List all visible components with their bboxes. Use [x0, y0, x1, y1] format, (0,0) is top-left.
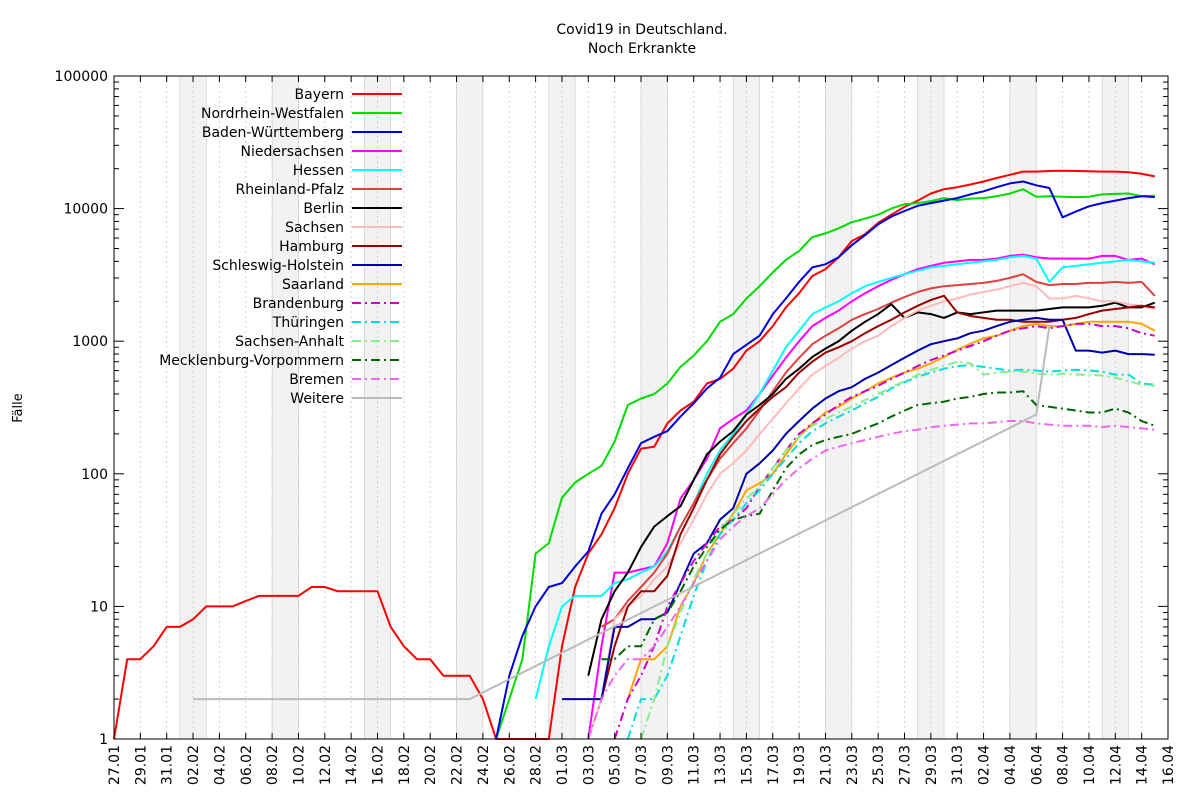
x-tick-label: 22.02 — [450, 745, 466, 785]
x-tick-label: 02.04 — [977, 745, 993, 785]
chart-title: Covid19 in Deutschland. — [556, 22, 727, 38]
weekend-band — [271, 75, 299, 740]
x-tick-label: 27.03 — [898, 745, 914, 785]
x-tick-label: 31.01 — [160, 745, 176, 785]
x-tick-label: 06.04 — [1029, 745, 1045, 785]
series-line-2 — [495, 180, 1155, 740]
x-tick-label: 10.02 — [291, 745, 307, 785]
x-tick-label: 31.03 — [950, 745, 966, 785]
series-line-7 — [587, 281, 1156, 740]
x-tick-label: 15.03 — [739, 745, 755, 785]
series-line-6 — [587, 301, 1156, 676]
x-tick-label: 16.02 — [371, 745, 387, 785]
x-tick-label: 16.04 — [1161, 745, 1177, 785]
legend-label: Bremen — [289, 372, 344, 388]
x-tick-label: 26.02 — [502, 745, 518, 785]
x-tick-label: 19.03 — [792, 745, 808, 785]
x-tick-label: 08.02 — [265, 745, 281, 785]
series-lines — [113, 169, 1156, 740]
weekend-band — [640, 75, 668, 740]
legend-label: Mecklenburg-Vorpommern — [159, 353, 344, 369]
legend-label: Hessen — [293, 163, 344, 179]
legend-label: Baden-Württemberg — [202, 125, 344, 141]
chart-subtitle: Noch Erkrankte — [588, 41, 696, 57]
legend-label: Niedersachsen — [241, 144, 344, 160]
legend-label: Rheinland-Pfalz — [236, 182, 344, 198]
x-tick-label: 12.04 — [1108, 745, 1124, 785]
x-tick-label: 20.02 — [423, 745, 439, 785]
series-line-12 — [626, 364, 1155, 740]
axes: 27.01 29.01 31.01 02.02 04.02 06.02 08.02 10.02… — [55, 69, 1177, 785]
legend-label: Hamburg — [279, 239, 344, 255]
y-tick-label: 10 — [90, 599, 108, 615]
series-line-13 — [640, 360, 1155, 740]
legend-label: Sachsen — [285, 220, 344, 236]
series-line-1 — [495, 188, 1155, 740]
legend: Bayern Nordrhein-Westfalen Baden-Württembe… — [159, 87, 402, 407]
legend-label: Nordrhein-Westfalen — [201, 106, 344, 122]
legend-label: Weitere — [290, 391, 344, 407]
y-tick-label: 10000 — [63, 202, 108, 218]
x-tick-label: 05.03 — [608, 745, 624, 785]
x-tick-label: 18.02 — [397, 745, 413, 785]
x-tick-label: 21.03 — [818, 745, 834, 785]
x-tick-label: 29.01 — [133, 745, 149, 785]
legend-label: Brandenburg — [253, 296, 344, 312]
series-line-16 — [193, 325, 1051, 701]
x-tick-label: 14.04 — [1135, 745, 1151, 785]
y-axis-label: Fälle — [11, 393, 26, 422]
legend-label: Berlin — [303, 201, 344, 217]
y-tick-label: 100 — [81, 467, 108, 483]
weekend-band — [456, 75, 484, 740]
legend-label: Schleswig-Holstein — [212, 258, 344, 274]
y-tick-label: 1 — [99, 732, 108, 748]
x-tick-label: 10.04 — [1082, 745, 1098, 785]
series-line-5 — [600, 273, 1156, 628]
x-tick-label: 25.03 — [871, 745, 887, 785]
x-tick-label: 14.02 — [344, 745, 360, 785]
series-line-15 — [587, 420, 1155, 740]
legend-label: Sachsen-Anhalt — [235, 334, 344, 350]
x-tick-label: 02.02 — [186, 745, 202, 785]
x-tick-label: 06.02 — [239, 745, 255, 785]
x-tick-label: 17.03 — [766, 745, 782, 785]
x-tick-label: 07.03 — [634, 745, 650, 785]
x-tick-label: 04.02 — [212, 745, 228, 785]
x-tick-label: 29.03 — [924, 745, 940, 785]
x-tick-label: 08.04 — [1056, 745, 1072, 785]
x-tick-label: 04.04 — [1003, 745, 1019, 785]
x-tick-label: 11.03 — [687, 745, 703, 785]
series-line-4 — [534, 254, 1155, 700]
legend-label: Bayern — [295, 87, 344, 103]
legend-label: Saarland — [282, 277, 344, 293]
y-tick-label: 100000 — [55, 69, 108, 85]
x-tick-label: 12.02 — [318, 745, 334, 785]
x-tick-label: 23.03 — [845, 745, 861, 785]
x-tick-label: 27.01 — [107, 745, 123, 785]
series-line-0 — [113, 169, 1155, 740]
x-tick-label: 03.03 — [581, 745, 597, 785]
legend-label: Thüringen — [272, 315, 344, 331]
y-tick-label: 1000 — [72, 334, 108, 350]
weekend-band — [1009, 75, 1037, 740]
series-line-3 — [587, 253, 1156, 740]
x-tick-label: 01.03 — [555, 745, 571, 785]
series-line-11 — [613, 322, 1155, 740]
x-tick-label: 13.03 — [713, 745, 729, 785]
series-line-14 — [601, 390, 1156, 661]
x-tick-label: 09.03 — [660, 745, 676, 785]
x-tick-label: 28.02 — [529, 745, 545, 785]
x-tick-label: 24.02 — [476, 745, 492, 785]
